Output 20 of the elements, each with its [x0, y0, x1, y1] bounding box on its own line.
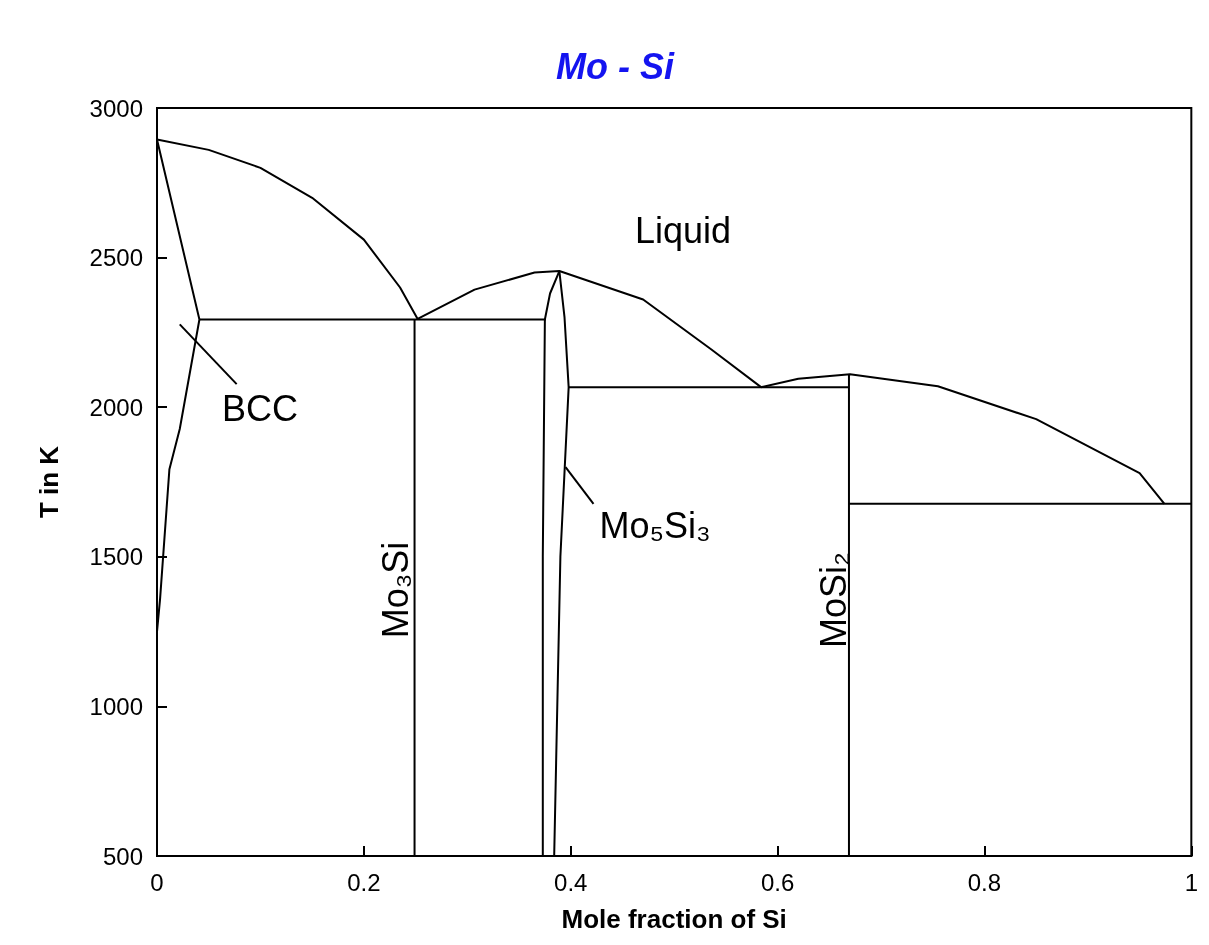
y-tick-label: 1000 [89, 692, 143, 720]
annotation: Mo₃Si [374, 541, 416, 639]
y-tick-label: 1500 [89, 543, 143, 571]
y-tick-label: 2500 [89, 244, 143, 272]
x-axis-title: Mole fraction of Si [561, 904, 787, 934]
annotation: BCC [221, 387, 299, 429]
x-tick-label: 0.2 [347, 868, 381, 896]
y-axis-title: T in K [34, 445, 64, 519]
y-tick-label: 3000 [89, 94, 143, 122]
y-tick-label: 500 [102, 842, 143, 870]
annotation: Liquid [634, 209, 732, 251]
chart-title: Mo - Si [556, 45, 675, 87]
annotation: Mo₅Si₃ [599, 504, 711, 546]
y-tick-label: 2000 [89, 393, 143, 421]
x-tick-label: 1 [1184, 868, 1199, 896]
x-tick-label: 0.6 [760, 868, 795, 896]
x-tick-label: 0.8 [967, 868, 1002, 896]
x-tick-label: 0.4 [554, 868, 588, 896]
x-tick-label: 0 [150, 868, 164, 896]
annotation: MoSi₂ [812, 552, 854, 648]
